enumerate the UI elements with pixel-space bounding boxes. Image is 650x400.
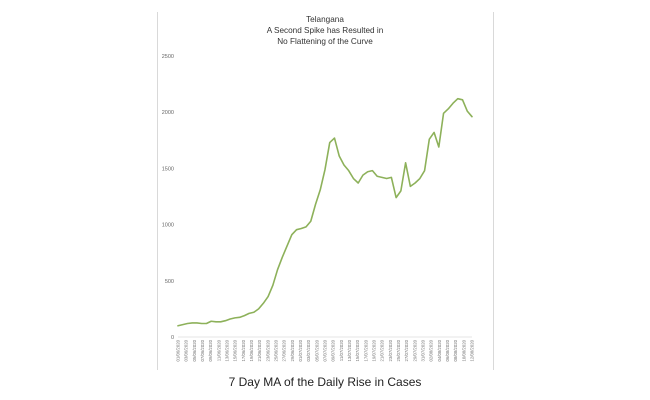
x-tick-label: 12/08/2020	[470, 339, 475, 361]
y-tick-label: 1500	[162, 166, 174, 172]
x-tick-label: 05/07/2020	[314, 339, 319, 361]
x-tick-label: 19/06/2020	[249, 339, 254, 361]
x-tick-label: 25/07/2020	[396, 339, 401, 361]
x-tick-label: 13/07/2020	[347, 339, 352, 361]
x-tick-label: 11/07/2020	[339, 339, 344, 361]
x-tick-label: 27/06/2020	[282, 339, 287, 361]
x-tick-label: 01/07/2020	[298, 339, 303, 361]
x-tick-label: 03/06/2020	[184, 339, 189, 361]
x-tick-label: 31/07/2020	[421, 339, 426, 361]
chart-title-line: No Flattening of the Curve	[277, 37, 373, 46]
x-tick-label: 15/06/2020	[233, 339, 238, 361]
chart-title-line: A Second Spike has Resulted in	[267, 26, 384, 35]
chart-title: Telangana A Second Spike has Resulted in N…	[267, 15, 384, 46]
x-tick-label: 27/07/2020	[404, 339, 409, 361]
x-tick-label: 23/07/2020	[388, 339, 393, 361]
y-axis: 0 500 1000 1500 2000 2500	[162, 54, 174, 341]
x-tick-label: 08/08/2020	[453, 339, 458, 361]
x-tick-label: 06/08/2020	[445, 339, 450, 361]
x-tick-label: 23/06/2020	[265, 339, 270, 361]
y-tick-label: 0	[171, 335, 174, 341]
x-tick-label: 11/06/2020	[216, 339, 221, 361]
x-tick-label: 21/07/2020	[380, 339, 385, 361]
y-tick-label: 2000	[162, 110, 174, 116]
chart-caption: 7 Day MA of the Daily Rise in Cases	[228, 375, 422, 389]
y-tick-label: 2500	[162, 54, 174, 60]
x-tick-label: 13/06/2020	[225, 339, 230, 361]
chart-panel: Telangana A Second Spike has Resulted in N…	[157, 12, 494, 370]
x-axis: 01/06/2020 03/06/2020 05/06/2020 07/06/2020…	[176, 339, 475, 361]
chart-title-line: Telangana	[306, 15, 344, 24]
y-tick-label: 1000	[162, 223, 174, 229]
x-tick-label: 07/07/2020	[323, 339, 328, 361]
x-tick-label: 03/07/2020	[306, 339, 311, 361]
x-tick-label: 10/08/2020	[461, 339, 466, 361]
x-tick-label: 01/06/2020	[176, 339, 181, 361]
x-tick-label: 29/06/2020	[290, 339, 295, 361]
x-tick-label: 29/07/2020	[412, 339, 417, 361]
series-line-daily-cases-ma	[177, 97, 473, 327]
y-tick-label: 500	[165, 279, 174, 285]
x-tick-label: 07/06/2020	[200, 339, 205, 361]
x-tick-label: 02/08/2020	[429, 339, 434, 361]
line-chart: Telangana A Second Spike has Resulted in N…	[162, 15, 475, 362]
x-tick-label: 17/07/2020	[363, 339, 368, 361]
x-tick-label: 09/06/2020	[208, 339, 213, 361]
x-tick-label: 17/06/2020	[241, 339, 246, 361]
x-tick-label: 25/06/2020	[274, 339, 279, 361]
x-tick-label: 09/07/2020	[331, 339, 336, 361]
x-tick-label: 05/06/2020	[192, 339, 197, 361]
x-tick-label: 15/07/2020	[355, 339, 360, 361]
x-tick-label: 04/08/2020	[437, 339, 442, 361]
x-tick-label: 21/06/2020	[257, 339, 262, 361]
x-tick-label: 19/07/2020	[372, 339, 377, 361]
